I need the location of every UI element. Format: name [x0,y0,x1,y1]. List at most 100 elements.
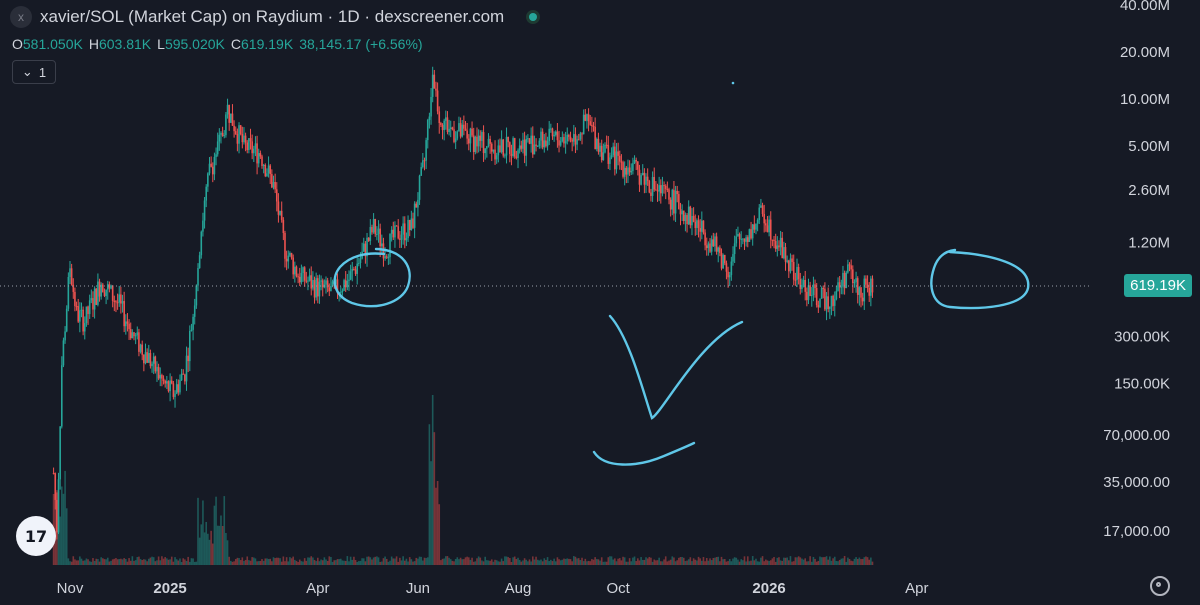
volume-bar [174,557,176,565]
volume-bar [748,561,751,565]
volume-bar [111,559,114,565]
candle-body [763,213,765,224]
candle-body [566,134,569,142]
volume-bar [474,561,477,565]
volume-bar [773,556,775,565]
candle-body [102,284,104,293]
candle-body [814,284,816,289]
candle-body [418,175,421,200]
candle-body [65,308,68,332]
candle-body [756,220,759,224]
volume-bar [459,557,462,565]
candle-body [234,131,237,135]
candle-body [369,227,372,241]
volume-bar [358,561,360,565]
candle-body [671,189,674,210]
volume-bar [617,558,619,565]
volume-bar [697,556,700,565]
candle-body [317,278,319,297]
candle-body [728,275,731,278]
close-icon[interactable]: x [10,6,32,28]
candle-body [220,132,222,135]
volume-bar [425,558,427,565]
gear-icon[interactable] [1150,576,1170,596]
volume-bar [203,532,206,565]
volume-bar [566,558,569,565]
candle-body [630,170,633,173]
candle-body [730,261,733,276]
candle-body [669,199,672,210]
candle-body [253,148,255,154]
volume-bar [241,557,244,565]
candle-body [203,200,206,221]
tradingview-logo-icon[interactable]: 17 [16,516,56,556]
volume-bar [661,561,664,565]
candle-body [760,205,762,208]
candle-body [157,366,160,379]
volume-bar [423,557,426,565]
candle-body [377,228,380,234]
candle-body [139,344,142,352]
candle-body [180,373,183,381]
volume-bar [166,558,168,565]
candle-body [82,309,84,332]
candle-body [494,149,496,160]
volume-bar [179,558,181,565]
collapse-indicators-button[interactable]: ⌄ 1 [12,60,56,84]
candle-body [781,237,784,259]
candle-body [271,174,273,188]
volume-bar [343,560,345,565]
candle-body [815,288,818,306]
candle-body [174,393,176,397]
volume-bar [259,561,262,565]
candle-body [686,215,688,225]
volume-bar [151,556,153,565]
candle-body [402,223,404,235]
volume-bar [507,557,509,565]
volume-bar [221,525,224,565]
candle-body [412,218,414,228]
candle-body [518,145,521,151]
candle-body [528,138,531,144]
volume-bar [443,558,445,565]
volume-bar [490,559,493,565]
volume-bar [573,556,575,565]
volume-bar [56,490,58,565]
candle-body [261,156,263,166]
volume-bar [742,560,744,565]
volume-bar [751,556,754,565]
candle-body [489,138,491,144]
candle-body [825,296,828,310]
volume-bar [441,558,444,565]
volume-bar [238,558,240,565]
candle-body [394,225,396,238]
candle-body [515,156,518,158]
y-tick-label: 35,000.00 [1103,474,1170,491]
candle-body [431,74,434,97]
candle-body [379,228,381,247]
volume-bar [545,559,547,565]
volume-bar [495,560,498,565]
candle-body [279,210,281,215]
volume-bar [106,557,109,565]
volume-bar [438,504,441,565]
candle-body [54,473,57,500]
volume-bar [354,560,357,565]
volume-bar [257,561,260,565]
candle-body [218,134,221,142]
volume-bar [254,558,257,565]
candle-body [198,255,201,268]
candle-body [348,279,350,281]
volume-bar [143,559,145,565]
volume-bar [528,559,531,565]
volume-bar [705,558,708,565]
candle-body [553,134,555,137]
volume-bar [600,557,603,565]
candle-body [824,288,826,310]
candle-body [241,134,244,143]
volume-bar [317,557,319,565]
volume-bar [172,561,175,565]
candle-body [399,238,401,240]
volume-bar [159,560,162,565]
